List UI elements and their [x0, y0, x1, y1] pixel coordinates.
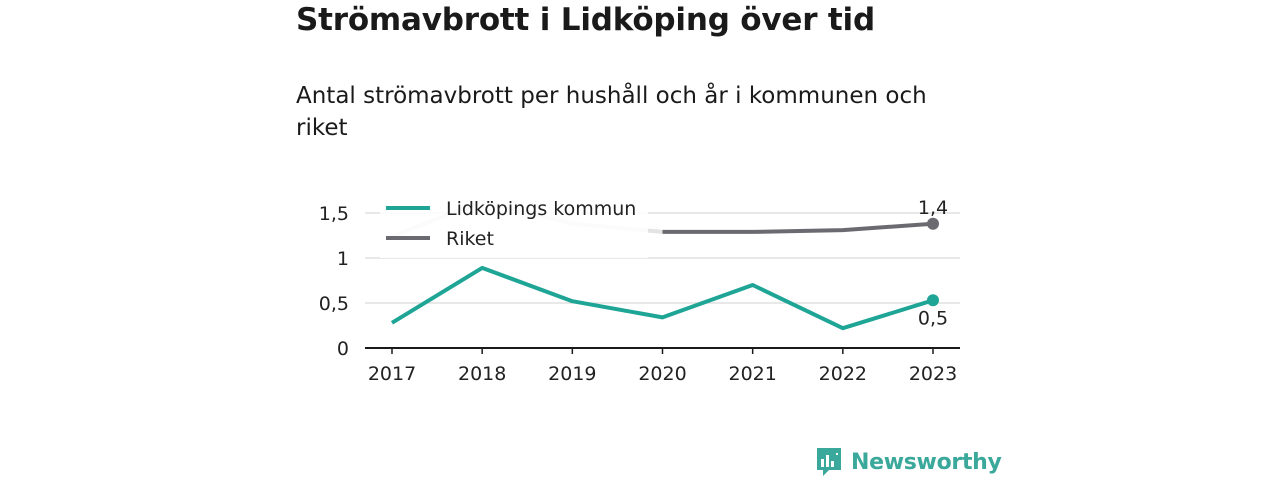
kommun-line: [390, 265, 934, 331]
riket-line: [662, 221, 934, 234]
chart-subtitle: Antal strömavbrott per hushåll och år i …: [296, 83, 927, 141]
riket-end-label: 1,4: [918, 197, 948, 219]
legend: Lidköpings kommun Riket: [380, 196, 648, 258]
riket-end-point: [927, 217, 939, 230]
legend-label-riket: Riket: [446, 228, 494, 250]
brand-name: Newsworthy: [851, 449, 1002, 475]
legend-label-kommun: Lidköpings kommun: [446, 198, 636, 220]
x-tick-label: 2018: [458, 363, 506, 385]
x-tick-label: 2020: [638, 363, 686, 385]
axes: 0 0,5 1 1,5 2017 2018 2019 2020 2021 2022 2023: [319, 203, 960, 385]
x-tick-label: 2022: [819, 363, 867, 385]
y-tick-label: 0,5: [319, 293, 349, 315]
newsworthy-logo: Newsworthy: [815, 446, 1002, 478]
x-tick-label: 2021: [728, 363, 776, 385]
kommun-end-point: [927, 294, 939, 307]
line-chart: 1,4 0,5 Lidköpings kommun Riket 0 0,5 1 1,5 20…: [319, 196, 960, 385]
kommun-end-label: 0,5: [918, 307, 948, 329]
x-tick-label: 2017: [368, 363, 416, 385]
y-tick-label: 1: [337, 248, 349, 270]
y-tick-label: 0: [337, 338, 349, 360]
chart-title: Strömavbrott i Lidköping över tid: [296, 2, 875, 38]
x-tick-label: 2023: [909, 363, 957, 385]
y-tick-label: 1,5: [319, 203, 349, 225]
newsworthy-logo-icon: [817, 448, 841, 476]
x-tick-label: 2019: [548, 363, 596, 385]
